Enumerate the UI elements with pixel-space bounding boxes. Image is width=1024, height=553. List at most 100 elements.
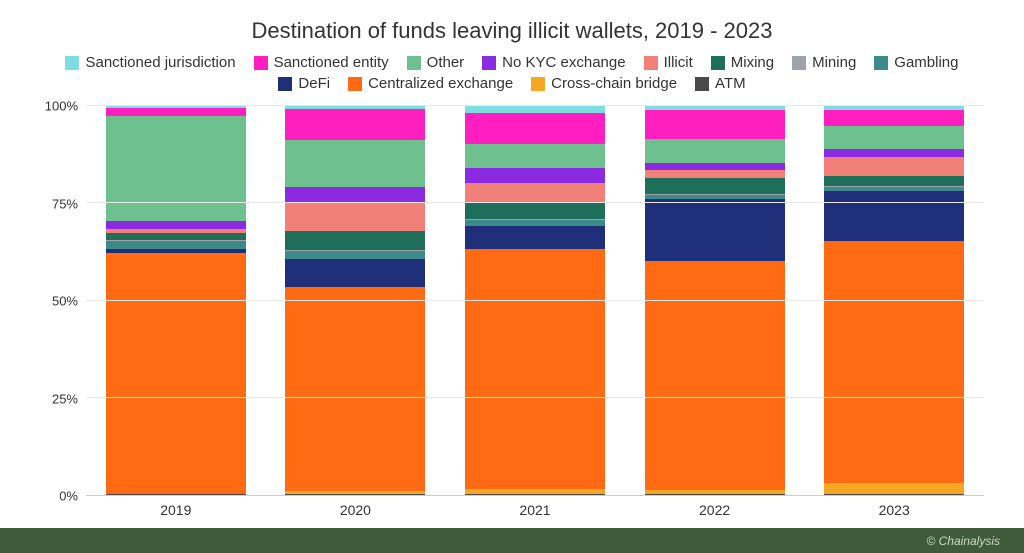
segment-sanctioned_jurisdiction[interactable] [465,106,605,113]
gridline [86,105,984,106]
segment-sanctioned_entity[interactable] [106,108,246,116]
segment-gambling[interactable] [285,251,425,259]
segment-defi[interactable] [465,226,605,250]
bar-slot-2020 [266,106,446,495]
legend-label: Sanctioned jurisdiction [85,54,235,71]
segment-mixing[interactable] [824,176,964,186]
legend-swatch [65,56,79,70]
segment-other[interactable] [465,144,605,168]
x-tick: 2021 [445,502,625,518]
segment-no_kyc_exchange[interactable] [645,163,785,171]
segment-cross_chain_bridge[interactable] [824,483,964,495]
plot-area: 0%25%50%75%100% [40,106,984,496]
legend-label: Illicit [664,54,693,71]
bar-slot-2021 [445,106,625,495]
gridline [86,397,984,398]
segment-other[interactable] [824,126,964,149]
legend-label: Sanctioned entity [274,54,389,71]
chart-container: Destination of funds leaving illicit wal… [0,0,1024,528]
legend-swatch [407,56,421,70]
segment-other[interactable] [106,116,246,221]
x-tick: 2023 [804,502,984,518]
segment-centralized_exchange[interactable] [106,253,246,494]
segment-centralized_exchange[interactable] [824,241,964,482]
segment-illicit[interactable] [465,183,605,203]
bars-region [86,106,984,496]
segment-illicit[interactable] [285,203,425,231]
bar-slot-2019 [86,106,266,495]
y-tick: 100% [45,99,78,114]
legend-item-mining[interactable]: Mining [792,54,856,71]
segment-no_kyc_exchange[interactable] [285,187,425,203]
legend-item-cross_chain_bridge[interactable]: Cross-chain bridge [531,75,677,92]
segment-sanctioned_entity[interactable] [645,110,785,139]
x-tick: 2020 [266,502,446,518]
segment-atm[interactable] [824,494,964,495]
legend-item-sanctioned_entity[interactable]: Sanctioned entity [254,54,389,71]
segment-no_kyc_exchange[interactable] [824,149,964,157]
segment-mixing[interactable] [465,203,605,219]
segment-atm[interactable] [645,494,785,495]
segment-centralized_exchange[interactable] [645,261,785,491]
legend-label: DeFi [298,75,330,92]
segment-illicit[interactable] [645,170,785,178]
legend-item-other[interactable]: Other [407,54,465,71]
legend-label: Centralized exchange [368,75,513,92]
segment-sanctioned_entity[interactable] [824,110,964,126]
y-tick: 0% [59,489,78,504]
legend-item-atm[interactable]: ATM [695,75,746,92]
legend-swatch [874,56,888,70]
legend-label: No KYC exchange [502,54,625,71]
legend-label: Gambling [894,54,958,71]
segment-sanctioned_entity[interactable] [465,113,605,144]
legend-item-illicit[interactable]: Illicit [644,54,693,71]
legend-swatch [254,56,268,70]
segment-defi[interactable] [824,191,964,242]
segment-centralized_exchange[interactable] [285,287,425,491]
bar-2020 [285,106,425,495]
segment-illicit[interactable] [824,157,964,176]
legend-label: Mixing [731,54,774,71]
segment-mixing[interactable] [106,233,246,241]
legend: Sanctioned jurisdiction Sanctioned entity… [40,54,984,92]
legend-swatch [482,56,496,70]
segment-sanctioned_entity[interactable] [285,109,425,140]
legend-item-mixing[interactable]: Mixing [711,54,774,71]
legend-swatch [792,56,806,70]
legend-swatch [711,56,725,70]
segment-mixing[interactable] [645,178,785,194]
footer-bar: © Chainalysis [0,528,1024,553]
segment-atm[interactable] [106,494,246,495]
legend-item-defi[interactable]: DeFi [278,75,330,92]
legend-swatch [644,56,658,70]
segment-centralized_exchange[interactable] [465,249,605,489]
bar-slot-2022 [625,106,805,495]
segment-other[interactable] [645,139,785,162]
bars-row [86,106,984,495]
legend-swatch [278,77,292,91]
segment-other[interactable] [285,140,425,187]
legend-label: Other [427,54,465,71]
segment-atm[interactable] [285,494,425,495]
y-tick: 25% [52,391,78,406]
legend-item-centralized_exchange[interactable]: Centralized exchange [348,75,513,92]
segment-no_kyc_exchange[interactable] [465,168,605,184]
segment-defi[interactable] [285,259,425,287]
legend-label: ATM [715,75,746,92]
x-axis: 20192020202120222023 [86,502,984,518]
segment-no_kyc_exchange[interactable] [106,221,246,229]
gridline [86,300,984,301]
bar-2022 [645,106,785,495]
segment-atm[interactable] [465,494,605,495]
bar-2023 [824,106,964,495]
legend-item-sanctioned_jurisdiction[interactable]: Sanctioned jurisdiction [65,54,235,71]
legend-swatch [531,77,545,91]
x-tick: 2022 [625,502,805,518]
bar-slot-2023 [804,106,984,495]
legend-item-no_kyc_exchange[interactable]: No KYC exchange [482,54,625,71]
legend-item-gambling[interactable]: Gambling [874,54,958,71]
segment-gambling[interactable] [106,241,246,249]
legend-label: Mining [812,54,856,71]
segment-mixing[interactable] [285,231,425,251]
segment-defi[interactable] [645,199,785,261]
